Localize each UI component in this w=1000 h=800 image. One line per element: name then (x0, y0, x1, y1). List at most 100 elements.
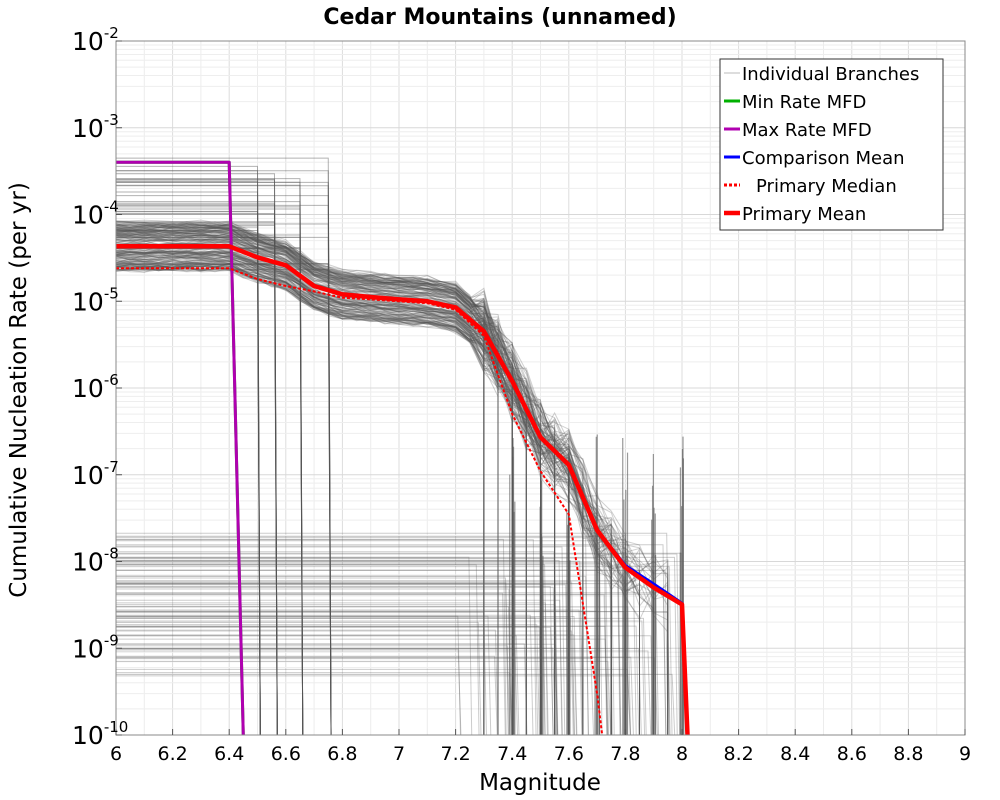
branch-line (116, 655, 498, 735)
branch-line (116, 586, 554, 735)
x-tick-label: 6 (110, 743, 122, 765)
branch-line (116, 234, 570, 735)
branch-line (116, 232, 584, 735)
branch-line (116, 227, 513, 735)
y-tick-label: 10-2 (72, 24, 119, 56)
y-tick-label: 10-9 (72, 631, 119, 663)
branch-line (116, 537, 589, 735)
branch-line (116, 532, 671, 735)
branch-line (116, 583, 559, 735)
individual-branches (116, 157, 685, 735)
branch-line (116, 221, 626, 735)
branch-line (116, 255, 570, 735)
branch-line (116, 221, 278, 735)
branch-line (116, 263, 541, 735)
branch-line (116, 254, 598, 735)
branch-line (116, 257, 626, 735)
branch-line (116, 229, 655, 735)
branch-line (116, 180, 261, 735)
branch-line (116, 616, 578, 735)
branch-line (116, 252, 655, 735)
legend: Individual Branches Min Rate MFD Max Rate … (719, 58, 944, 231)
branch-line (116, 625, 640, 735)
x-tick-label: 6.4 (214, 743, 244, 765)
branch-line (116, 202, 278, 735)
x-axis-ticks: 6 6.2 6.4 6.6 6.8 7 7.2 7.4 7.6 7.8 8 8.2 8.4 8.6 8.8 9 (110, 729, 971, 765)
branch-line (116, 224, 556, 735)
branch-line (116, 230, 626, 735)
branch-line (116, 266, 598, 735)
branch-line (116, 222, 626, 735)
branch-line (116, 224, 499, 735)
branch-line (116, 620, 646, 735)
branch-line (116, 250, 570, 735)
branch-line (116, 648, 642, 735)
branch-line (116, 228, 612, 735)
branch-line (116, 251, 261, 735)
y-tick-label: 10-6 (72, 371, 119, 403)
branch-line (116, 222, 669, 735)
branch-line (116, 181, 332, 735)
branch-line (116, 556, 678, 735)
branch-line (116, 165, 261, 735)
x-tick-label: 6.6 (271, 743, 301, 765)
branch-line (116, 263, 485, 735)
x-tick-label: 6.2 (157, 743, 187, 765)
branch-line (116, 250, 640, 735)
x-tick-label: 7.2 (440, 743, 470, 765)
branch-line (116, 261, 612, 735)
branch-line (116, 266, 513, 735)
series-lines (116, 160, 690, 735)
branch-line (116, 230, 261, 735)
branch-line (116, 266, 584, 735)
branch-line (116, 213, 278, 735)
branch-line (116, 204, 332, 735)
branch-line (116, 237, 485, 735)
branch-line (116, 582, 510, 735)
legend-label: Comparison Mean (742, 148, 905, 169)
branch-line (116, 226, 513, 735)
branch-line (116, 266, 527, 735)
branch-line (116, 254, 499, 735)
branch-line (116, 562, 613, 735)
branch-line (116, 650, 652, 735)
branch-line (116, 250, 556, 735)
branch-line (116, 223, 513, 735)
branch-line (116, 211, 261, 735)
branch-line (116, 248, 261, 735)
branch-line (116, 221, 278, 735)
branch-line (116, 611, 671, 735)
branch-line (116, 268, 332, 735)
branch-line (116, 206, 304, 735)
branch-line (116, 252, 584, 735)
branch-line (116, 570, 669, 735)
legend-label: Min Rate MFD (742, 92, 866, 113)
branch-line (116, 592, 506, 735)
legend-box (719, 58, 944, 231)
branch-line (116, 617, 539, 735)
branch-line (116, 235, 541, 735)
branch-line (116, 235, 556, 735)
branch-line (116, 255, 485, 735)
branch-line (116, 254, 584, 735)
branch-line (116, 648, 519, 735)
branch-line (116, 638, 609, 735)
branch-line (116, 262, 612, 735)
branch-line (116, 556, 473, 735)
branch-line (116, 260, 612, 735)
branch-line (116, 250, 612, 735)
x-tick-label: 8.8 (893, 743, 923, 765)
branch-line (116, 264, 541, 735)
branch-line (116, 265, 655, 735)
branch-line (116, 239, 513, 735)
branch-line (116, 648, 462, 735)
branch-line (116, 228, 499, 735)
branch-line (116, 213, 304, 735)
branch-line (116, 228, 485, 735)
x-tick-label: 7 (393, 743, 405, 765)
x-tick-label: 7.4 (497, 743, 527, 765)
branch-line (116, 259, 669, 735)
y-tick-label: 10-5 (72, 284, 119, 316)
x-tick-label: 6.8 (327, 743, 357, 765)
series-max-rate-mfd (116, 160, 245, 735)
